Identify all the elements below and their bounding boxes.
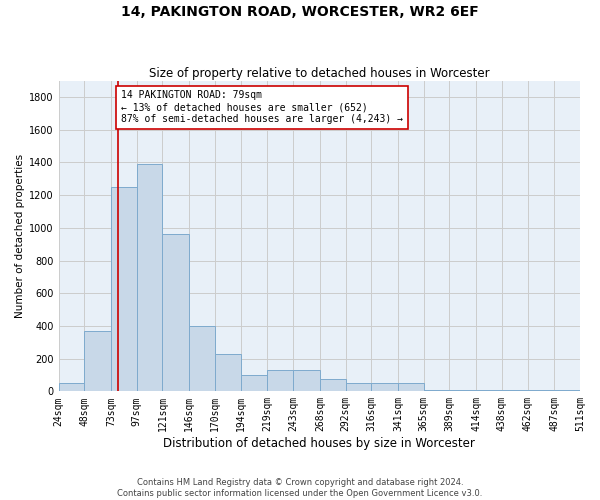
Text: Contains HM Land Registry data © Crown copyright and database right 2024.
Contai: Contains HM Land Registry data © Crown c… bbox=[118, 478, 482, 498]
Bar bbox=[241, 375, 268, 392]
Bar bbox=[320, 379, 346, 392]
Title: Size of property relative to detached houses in Worcester: Size of property relative to detached ho… bbox=[149, 66, 490, 80]
Bar bbox=[85, 331, 111, 392]
Bar bbox=[449, 390, 476, 392]
Y-axis label: Number of detached properties: Number of detached properties bbox=[15, 154, 25, 318]
Bar bbox=[189, 326, 215, 392]
Bar bbox=[527, 390, 554, 392]
Text: 14, PAKINGTON ROAD, WORCESTER, WR2 6EF: 14, PAKINGTON ROAD, WORCESTER, WR2 6EF bbox=[121, 5, 479, 19]
Text: 14 PAKINGTON ROAD: 79sqm
← 13% of detached houses are smaller (652)
87% of semi-: 14 PAKINGTON ROAD: 79sqm ← 13% of detach… bbox=[121, 90, 403, 124]
Bar bbox=[111, 187, 137, 392]
Bar bbox=[293, 370, 320, 392]
Bar bbox=[137, 164, 163, 392]
Bar bbox=[502, 390, 527, 392]
Bar bbox=[398, 383, 424, 392]
Bar bbox=[163, 234, 189, 392]
Bar bbox=[215, 354, 241, 392]
Bar bbox=[59, 383, 85, 392]
Bar bbox=[371, 383, 398, 392]
Bar bbox=[268, 370, 293, 392]
X-axis label: Distribution of detached houses by size in Worcester: Distribution of detached houses by size … bbox=[163, 437, 475, 450]
Bar bbox=[346, 383, 371, 392]
Bar bbox=[554, 390, 580, 392]
Bar bbox=[424, 390, 449, 392]
Bar bbox=[476, 390, 502, 392]
